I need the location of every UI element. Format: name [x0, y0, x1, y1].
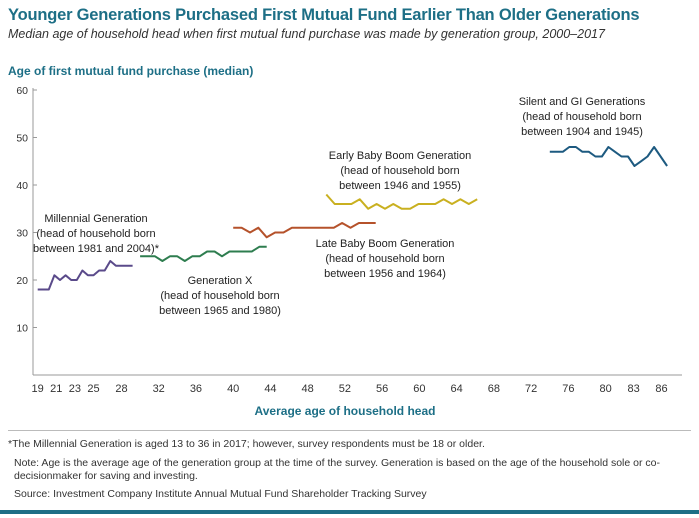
chart-title: Younger Generations Purchased First Mutu… [8, 6, 640, 24]
series-label: Late Baby Boom Generation [316, 238, 455, 250]
series-line-early-baby-boom-generation [325, 193, 478, 210]
series-label: between 1965 and 1980) [159, 305, 281, 317]
x-tick-label: 76 [562, 383, 574, 395]
x-tick-label: 21 [50, 383, 62, 395]
x-tick-label: 36 [190, 383, 202, 395]
x-tick-label: 68 [488, 383, 500, 395]
x-tick-label: 83 [627, 383, 639, 395]
y-tick-label: 60 [16, 85, 28, 97]
series-label: between 1946 and 1955) [339, 180, 461, 192]
x-tick-label: 44 [264, 383, 276, 395]
x-tick-label: 40 [227, 383, 239, 395]
x-tick-label: 56 [376, 383, 388, 395]
footnote-note: Note: Age is the average age of the gene… [14, 457, 660, 482]
bottom-accent-bar [0, 510, 699, 514]
series-line-silent-and-gi-generations [549, 146, 668, 167]
series-label: between 1981 and 2004)* [33, 243, 160, 255]
y-tick-label: 30 [16, 228, 28, 240]
series-line-millennial-generation [37, 260, 133, 291]
series-label: (head of household born [36, 228, 155, 240]
series-line-late-baby-boom-generation [233, 222, 376, 239]
y-tick-label: 40 [16, 180, 28, 192]
x-tick-label: 80 [600, 383, 612, 395]
series-line-generation-x [140, 245, 267, 262]
x-tick-label: 72 [525, 383, 537, 395]
series-label: (head of household born [522, 111, 641, 123]
line-chart: 10 20 30 40 50 60 19 21 23 25 28 32 36 40 44 48 52 56 60 64… [16, 85, 682, 395]
x-tick-label: 19 [32, 383, 44, 395]
series-label: Millennial Generation [44, 213, 147, 225]
series-label: (head of household born [340, 165, 459, 177]
y-tick-label: 20 [16, 275, 28, 287]
series-label: Early Baby Boom Generation [329, 150, 471, 162]
series-label: between 1904 and 1945) [521, 126, 643, 138]
x-tick-label: 86 [655, 383, 667, 395]
y-tick-label: 10 [16, 323, 28, 335]
x-tick-label: 52 [339, 383, 351, 395]
x-tick-label: 48 [302, 383, 314, 395]
x-tick-label: 23 [69, 383, 81, 395]
x-axis-label: Average age of household head [254, 404, 436, 418]
x-tick-label: 28 [115, 383, 127, 395]
series-label: Generation X [188, 275, 253, 287]
x-tick-label: 60 [413, 383, 425, 395]
y-axis-label: Age of first mutual fund purchase (media… [8, 64, 254, 78]
x-tick-label: 32 [153, 383, 165, 395]
footnote-divider [8, 430, 691, 431]
series-label: Silent and GI Generations [519, 96, 646, 108]
chart-subtitle: Median age of household head when first … [8, 27, 605, 41]
footnote-source: Source: Investment Company Institute Ann… [14, 488, 427, 500]
x-tick-label: 25 [87, 383, 99, 395]
x-tick-label: 64 [451, 383, 463, 395]
y-tick-label: 50 [16, 133, 28, 145]
footnote-asterisk: *The Millennial Generation is aged 13 to… [8, 438, 485, 450]
series-label: between 1956 and 1964) [324, 268, 446, 280]
series-label: (head of household born [325, 253, 444, 265]
series-label: (head of household born [160, 290, 279, 302]
